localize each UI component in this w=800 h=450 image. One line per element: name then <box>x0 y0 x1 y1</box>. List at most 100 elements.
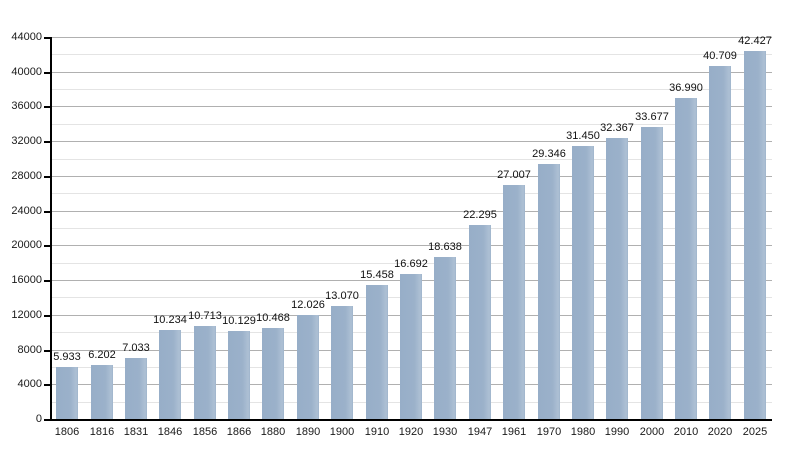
y-axis-tick-label: 40000 <box>11 66 42 78</box>
major-gridline <box>50 141 772 142</box>
y-axis-tick-label: 28000 <box>11 170 42 182</box>
bar <box>469 225 491 419</box>
x-axis-tick-label: 1961 <box>501 426 527 438</box>
bar-value-label: 16.692 <box>394 258 428 270</box>
bar <box>606 138 628 419</box>
bar <box>331 306 353 419</box>
bar-value-label: 7.033 <box>122 342 150 354</box>
bar-value-label: 10.713 <box>188 310 222 322</box>
x-axis-tick-label: 1910 <box>364 426 390 438</box>
minor-gridline <box>50 54 772 55</box>
y-axis-tick-label: 8000 <box>17 344 42 356</box>
x-axis-line <box>50 419 772 421</box>
minor-gridline <box>50 228 772 229</box>
x-axis-tick-label: 1846 <box>157 426 183 438</box>
x-axis-tick-label: 1930 <box>432 426 458 438</box>
y-axis-tick-label: 12000 <box>11 309 42 321</box>
bar <box>91 365 113 419</box>
y-axis-tick <box>44 384 50 386</box>
y-axis-tick <box>44 72 50 74</box>
x-axis-tick-label: 2010 <box>673 426 699 438</box>
y-axis-tick-label: 24000 <box>11 205 42 217</box>
bar <box>744 51 766 419</box>
y-axis-tick <box>44 245 50 247</box>
bar <box>400 274 422 419</box>
bar <box>641 127 663 419</box>
x-axis-tick-label: 1900 <box>329 426 355 438</box>
x-axis-tick-label: 1816 <box>89 426 115 438</box>
bar-value-label: 33.677 <box>635 111 669 123</box>
y-axis-tick <box>44 280 50 282</box>
minor-gridline <box>50 159 772 160</box>
x-axis-tick-label: 1831 <box>123 426 149 438</box>
x-axis-tick-label: 2000 <box>639 426 665 438</box>
bar <box>228 331 250 419</box>
bar <box>297 315 319 419</box>
bar <box>538 164 560 419</box>
bar-value-label: 10.129 <box>222 315 256 327</box>
major-gridline <box>50 37 772 38</box>
bar <box>503 185 525 419</box>
bar-value-label: 31.450 <box>566 130 600 142</box>
bar-value-label: 18.638 <box>428 241 462 253</box>
bar-value-label: 10.468 <box>256 312 290 324</box>
bar <box>366 285 388 419</box>
bar-value-label: 6.202 <box>88 349 116 361</box>
bar <box>709 66 731 419</box>
bar-value-label: 40.709 <box>703 50 737 62</box>
x-axis-tick-label: 2020 <box>707 426 733 438</box>
major-gridline <box>50 72 772 73</box>
bar <box>262 328 284 419</box>
major-gridline <box>50 245 772 246</box>
y-axis-tick-label: 16000 <box>11 274 42 286</box>
bar-value-label: 13.070 <box>325 290 359 302</box>
minor-gridline <box>50 124 772 125</box>
bar-value-label: 36.990 <box>669 82 703 94</box>
bar <box>675 98 697 419</box>
x-axis-tick-label: 1947 <box>467 426 493 438</box>
bar-value-label: 22.295 <box>463 209 497 221</box>
x-axis-tick-label: 1856 <box>192 426 218 438</box>
bar-value-label: 5.933 <box>53 351 81 363</box>
x-axis-tick-label: 1880 <box>260 426 286 438</box>
y-axis-tick-label: 36000 <box>11 100 42 112</box>
bar-value-label: 12.026 <box>291 299 325 311</box>
y-axis-tick-label: 44000 <box>11 31 42 43</box>
y-axis-tick-label: 4000 <box>17 378 42 390</box>
bar-value-label: 32.367 <box>600 122 634 134</box>
bar-value-label: 15.458 <box>360 269 394 281</box>
y-axis-line <box>50 37 52 421</box>
minor-gridline <box>50 193 772 194</box>
y-axis-tick <box>44 106 50 108</box>
y-axis-tick-label: 20000 <box>11 239 42 251</box>
y-axis-tick <box>44 141 50 143</box>
y-axis-tick <box>44 350 50 352</box>
bar-value-label: 42.427 <box>738 35 772 47</box>
y-axis-tick-label: 0 <box>35 413 42 425</box>
x-axis-tick-label: 1990 <box>604 426 630 438</box>
x-axis-tick-label: 1980 <box>570 426 596 438</box>
y-axis-tick <box>44 315 50 317</box>
major-gridline <box>50 106 772 107</box>
bar <box>572 146 594 419</box>
bar-value-label: 27.007 <box>497 169 531 181</box>
x-axis-tick-label: 2025 <box>742 426 768 438</box>
y-axis-tick <box>44 37 50 39</box>
x-axis-tick-label: 1890 <box>295 426 321 438</box>
x-axis-tick-label: 1866 <box>226 426 252 438</box>
bar <box>159 330 181 419</box>
bar <box>125 358 147 419</box>
y-axis-tick <box>44 176 50 178</box>
bar-value-label: 10.234 <box>153 314 187 326</box>
major-gridline <box>50 211 772 212</box>
bar-value-label: 29.346 <box>532 148 566 160</box>
y-axis-tick <box>44 419 50 421</box>
x-axis-tick-label: 1970 <box>536 426 562 438</box>
major-gridline <box>50 176 772 177</box>
x-axis-tick-label: 1806 <box>54 426 80 438</box>
y-axis-tick <box>44 211 50 213</box>
bar <box>194 326 216 419</box>
bar <box>56 367 78 419</box>
x-axis-tick-label: 1920 <box>398 426 424 438</box>
